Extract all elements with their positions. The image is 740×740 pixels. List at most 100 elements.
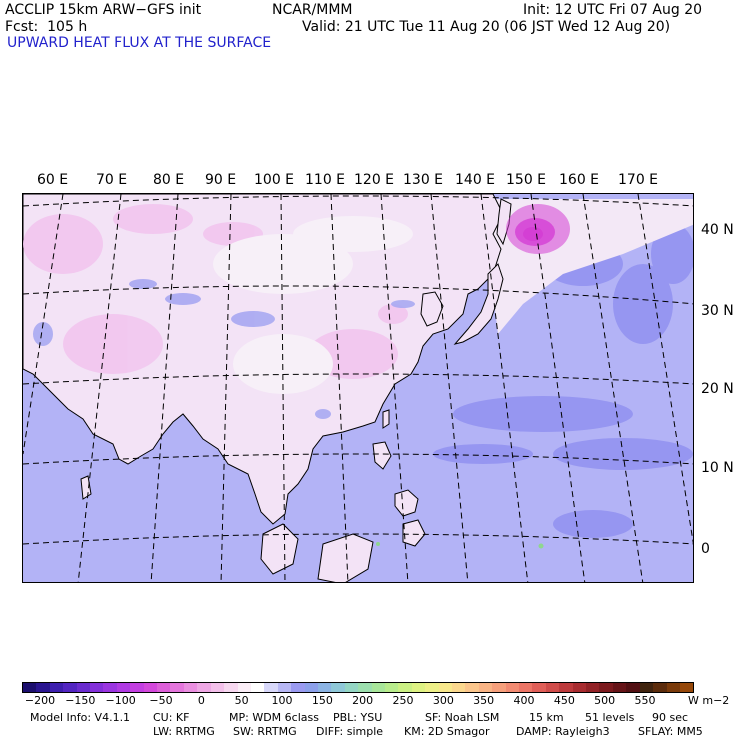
colorbar-swatch <box>237 683 251 692</box>
colorbar-swatch <box>666 683 680 692</box>
colorbar-swatch <box>586 683 600 692</box>
sakhalin <box>496 198 512 246</box>
colorbar-swatch <box>170 683 184 692</box>
colorbar-swatch <box>344 683 359 692</box>
lon-label: 140 E <box>455 172 496 188</box>
colorbar-tick-label: 0 <box>197 694 205 707</box>
taiwan <box>382 409 390 429</box>
colorbar-swatch <box>331 683 345 692</box>
japan-islands <box>453 263 504 345</box>
colorbar-swatch <box>264 683 278 692</box>
sw-scheme: SW: RRTMG <box>233 725 297 738</box>
km-scheme: KM: 2D Smagor <box>404 725 490 738</box>
damp-scheme: DAMP: Rayleigh3 <box>516 725 610 738</box>
borneo <box>260 523 374 582</box>
lon-label: 100 E <box>254 172 295 188</box>
colorbar-tick-label: 400 <box>513 694 535 707</box>
lon-label: 90 E <box>205 172 237 188</box>
colorbar-swatch <box>49 683 64 692</box>
colorbar-swatch <box>183 683 198 692</box>
colorbar-swatch <box>23 683 37 692</box>
colorbar-swatch <box>130 683 144 692</box>
colorbar-swatch <box>492 683 506 692</box>
colorbar-tick-label: 550 <box>634 694 656 707</box>
colorbar-swatch <box>411 683 426 692</box>
lon-label: 80 E <box>153 172 185 188</box>
mp-scheme: MP: WDM 6class <box>229 711 319 724</box>
lon-label: 130 E <box>403 172 444 188</box>
philippines <box>372 441 426 547</box>
graticule <box>23 194 693 582</box>
colorbar-swatch <box>90 683 104 692</box>
colorbar-swatch <box>224 683 238 692</box>
lon-label: 70 E <box>96 172 128 188</box>
colorbar-swatch <box>572 683 587 692</box>
colorbar-swatch <box>478 683 493 692</box>
field-title: UPWARD HEAT FLUX AT THE SURFACE <box>7 35 272 51</box>
colorbar-swatch <box>626 683 640 692</box>
colorbar-swatch <box>103 683 117 692</box>
colorbar-tick-label: 100 <box>271 694 293 707</box>
colorbar-swatch <box>76 683 91 692</box>
lon-label: 150 E <box>506 172 547 188</box>
flux-maximum <box>506 204 570 254</box>
colorbar-swatch <box>532 683 546 692</box>
resolution: 15 km <box>529 711 564 724</box>
forecast-hour: Fcst: 105 h <box>5 19 88 35</box>
diff-scheme: DIFF: simple <box>316 725 384 738</box>
lon-label: 160 E <box>559 172 600 188</box>
model-info: Model Info: V4.1.1 <box>30 711 131 724</box>
colorbar-swatch <box>425 683 439 692</box>
ocean-patches <box>433 224 693 538</box>
colorbar-swatch <box>599 683 613 692</box>
init-time: Init: 12 UTC Fri 07 Aug 20 <box>523 2 703 18</box>
sf-scheme: SF: Noah LSM <box>425 711 500 724</box>
colorbar-tick-label: −200 <box>24 694 56 707</box>
colorbar-tick-label: 200 <box>352 694 374 707</box>
colorbar-swatch <box>277 683 292 692</box>
colorbar-tick-label: −150 <box>65 694 96 707</box>
lw-scheme: LW: RRTMG <box>153 725 215 738</box>
colorbar-ticks: −200 −150 −100 −50 0 50 100 150 200 250 300 350 400 4… <box>0 694 740 708</box>
levels: 51 levels <box>585 711 635 724</box>
land-blue-specks <box>33 279 415 419</box>
lat-label: 30 N <box>701 303 734 319</box>
colorbar-swatch <box>559 683 573 692</box>
colorbar-swatch <box>197 683 211 692</box>
lon-label: 110 E <box>305 172 346 188</box>
colorbar-swatch <box>545 683 560 692</box>
cu-scheme: CU: KF <box>153 711 190 724</box>
colorbar-swatch <box>398 683 412 692</box>
colorbar-tick-label: 150 <box>311 694 333 707</box>
timestep: 90 sec <box>652 711 689 724</box>
colorbar-swatch <box>653 683 667 692</box>
lat-label: 10 N <box>701 460 734 476</box>
colorbar-tick-label: 500 <box>594 694 616 707</box>
lon-label: 170 E <box>618 172 659 188</box>
colorbar-swatch <box>465 683 479 692</box>
colorbar-units: W m−2 <box>688 694 730 707</box>
colorbar <box>22 682 694 693</box>
colorbar-swatch <box>291 683 305 692</box>
colorbar-swatch <box>63 683 77 692</box>
flux-map <box>22 193 694 583</box>
colorbar-swatch <box>143 683 158 692</box>
colorbar-swatch <box>157 683 171 692</box>
colorbar-tick-label: 250 <box>392 694 414 707</box>
colorbar-swatch <box>639 683 654 692</box>
lon-label: 60 E <box>37 172 69 188</box>
colorbar-swatch <box>36 683 50 692</box>
lon-label: 120 E <box>354 172 395 188</box>
colorbar-tick-label: 300 <box>432 694 454 707</box>
colorbar-tick-label: 450 <box>553 694 575 707</box>
sflay-scheme: SFLAY: MM5 <box>638 725 703 738</box>
land-pink <box>23 204 408 379</box>
pbl-scheme: PBL: YSU <box>333 711 383 724</box>
valid-time: Valid: 21 UTC Tue 11 Aug 20 (06 JST Wed … <box>302 19 671 35</box>
lat-label: 20 N <box>701 381 734 397</box>
korea <box>420 291 444 327</box>
colorbar-swatch <box>384 683 399 692</box>
colorbar-swatch <box>317 683 332 692</box>
colorbar-swatch <box>250 683 265 692</box>
colorbar-swatch <box>210 683 225 692</box>
